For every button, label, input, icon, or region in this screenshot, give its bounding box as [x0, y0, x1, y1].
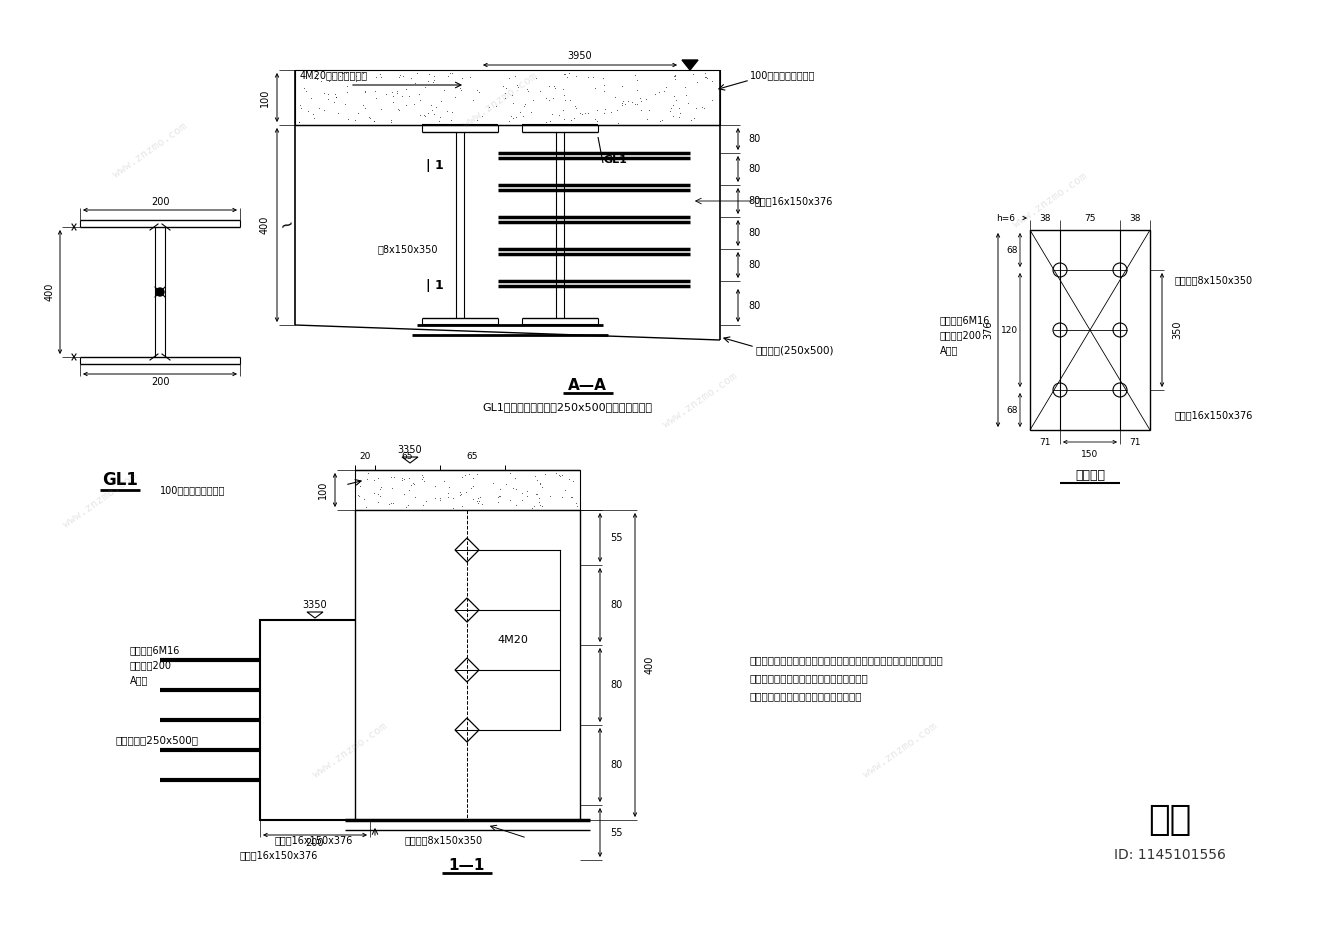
Text: 400: 400: [261, 216, 270, 234]
Text: 20: 20: [360, 451, 370, 460]
Text: | 1: | 1: [426, 158, 445, 171]
Text: 节点板－8x150x350: 节点板－8x150x350: [1175, 275, 1253, 285]
Text: h=6: h=6: [996, 214, 1015, 222]
Text: 翼板－16x150x376: 翼板－16x150x376: [755, 196, 833, 206]
Text: www.znzmo.com: www.znzmo.com: [662, 371, 738, 430]
Text: 节点板－8x150x350: 节点板－8x150x350: [405, 835, 483, 845]
Bar: [295, 70, 720, 125]
Text: 65: 65: [466, 451, 478, 460]
Text: 75: 75: [1085, 214, 1095, 222]
Text: 55: 55: [610, 533, 623, 542]
Text: www.znzmo.com: www.znzmo.com: [111, 121, 189, 179]
Text: ID: 1145101556: ID: 1145101556: [1114, 848, 1226, 862]
Polygon shape: [681, 60, 699, 70]
Bar: [1031, 230, 1150, 430]
Text: GL1与原有混凝土梁（250x500）锁接连接节点: GL1与原有混凝土梁（250x500）锁接连接节点: [483, 402, 652, 412]
Text: www.znzmo.com: www.znzmo.com: [462, 71, 538, 129]
Text: 376: 376: [983, 321, 994, 339]
Text: ~: ~: [278, 214, 296, 236]
Text: 100厚压型钢板＋砼板: 100厚压型钢板＋砼板: [160, 485, 225, 495]
Text: GL1: GL1: [102, 471, 138, 489]
Text: 本项目化学锡计算参考喜力得相关产品。: 本项目化学锡计算参考喜力得相关产品。: [750, 691, 863, 701]
Text: 植入深度200: 植入深度200: [941, 330, 982, 340]
Circle shape: [156, 288, 164, 296]
Text: 55: 55: [610, 828, 623, 838]
Text: 80: 80: [747, 134, 761, 144]
Text: A级胶: A级胶: [941, 345, 958, 355]
Text: A—A: A—A: [568, 378, 607, 392]
Text: 100: 100: [318, 481, 328, 499]
Text: 座板详图: 座板详图: [1076, 469, 1105, 482]
Text: 80: 80: [610, 680, 622, 690]
Text: 最终设计数据需由厂家提供的计算书为准。: 最终设计数据需由厂家提供的计算书为准。: [750, 673, 869, 683]
Bar: [355, 510, 579, 820]
Text: 3350: 3350: [303, 600, 327, 610]
Text: 原有砼梁（250x500）: 原有砼梁（250x500）: [115, 735, 198, 745]
Bar: [261, 620, 370, 820]
Text: 化学锚栓6M16: 化学锚栓6M16: [941, 315, 991, 325]
Text: 400: 400: [646, 656, 655, 674]
Text: 200: 200: [151, 197, 169, 207]
Text: A级胶: A级胶: [130, 675, 148, 685]
Text: 100厚压型钢板＋砼板: 100厚压型钢板＋砼板: [750, 70, 815, 80]
Text: 71: 71: [1130, 437, 1140, 446]
Text: 80: 80: [610, 760, 622, 770]
Text: 3950: 3950: [568, 51, 593, 61]
Text: 400: 400: [45, 283, 56, 301]
Text: 3350: 3350: [398, 445, 422, 455]
Text: 100: 100: [261, 88, 270, 107]
Text: www.znzmo.com: www.znzmo.com: [311, 721, 389, 779]
Text: www.znzmo.com: www.znzmo.com: [1011, 171, 1089, 230]
Text: 120: 120: [1002, 326, 1017, 335]
Text: | 1: | 1: [426, 278, 445, 291]
Text: 80: 80: [747, 300, 761, 311]
Text: 原有砼梁(250x500): 原有砼梁(250x500): [755, 345, 833, 355]
Text: 350: 350: [1172, 321, 1181, 339]
Text: 80: 80: [747, 164, 761, 174]
Text: www.znzmo.com: www.znzmo.com: [61, 471, 139, 529]
Text: 4M20摩擦型高强螺栓: 4M20摩擦型高强螺栓: [300, 70, 368, 80]
Text: 200: 200: [151, 377, 169, 387]
Text: 38: 38: [1040, 214, 1050, 222]
Bar: [355, 470, 579, 510]
Text: 翼板－16x150x376: 翼板－16x150x376: [239, 850, 319, 860]
Text: GL1: GL1: [603, 155, 627, 165]
Text: 80: 80: [610, 600, 622, 610]
Text: 4M20: 4M20: [497, 635, 528, 645]
Text: 80: 80: [747, 196, 761, 206]
Text: 知未: 知未: [1148, 803, 1192, 837]
Text: 80: 80: [747, 228, 761, 238]
Text: 38: 38: [1130, 214, 1140, 222]
Text: 71: 71: [1040, 437, 1050, 446]
Text: www.znzmo.com: www.znzmo.com: [861, 721, 939, 779]
Text: 150: 150: [1081, 449, 1098, 458]
Text: 植入深度200: 植入深度200: [130, 660, 172, 670]
Text: 65: 65: [401, 451, 413, 460]
Text: 特别说明：由于每个厂家化学锡模拟规格做法不一，本工程所有化学锡: 特别说明：由于每个厂家化学锡模拟规格做法不一，本工程所有化学锡: [750, 655, 943, 665]
Text: 200: 200: [306, 838, 324, 848]
Text: 68: 68: [1007, 246, 1017, 255]
Text: 翼板－16x150x376: 翼板－16x150x376: [275, 835, 353, 845]
Text: 68: 68: [1007, 405, 1017, 415]
Text: －8x150x350: －8x150x350: [377, 244, 438, 254]
Text: 80: 80: [747, 260, 761, 270]
Text: 翼板－16x150x376: 翼板－16x150x376: [1175, 410, 1253, 420]
Text: 化学锚栓6M16: 化学锚栓6M16: [130, 645, 180, 655]
Text: 1—1: 1—1: [448, 857, 486, 872]
